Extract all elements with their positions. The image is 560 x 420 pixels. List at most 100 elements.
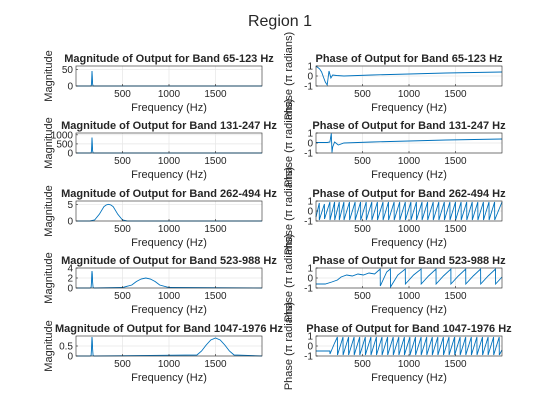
band3-magnitude-ytick-label-1: 5 bbox=[67, 200, 73, 211]
band1-phase-series-line bbox=[315, 66, 503, 87]
band5-magnitude-xlabel: Frequency (Hz) bbox=[131, 372, 207, 384]
band1-phase-ylabel: Phase (π radians) bbox=[283, 32, 295, 120]
band4-phase-ytick-label-1: 0 bbox=[307, 274, 313, 285]
band2-magnitude-ytick-label-1: 500 bbox=[56, 139, 73, 150]
band3-magnitude-xtick-label-1: 1000 bbox=[158, 224, 181, 235]
band5-magnitude-xtick-label-2: 1500 bbox=[204, 359, 227, 370]
band4-phase-xtick-label-0: 500 bbox=[354, 291, 371, 302]
band4-phase-xlabel: Frequency (Hz) bbox=[371, 304, 447, 316]
band3-magnitude-xtick-label-2: 1500 bbox=[204, 224, 227, 235]
band4-phase-xtick-label-1: 1000 bbox=[398, 291, 421, 302]
band1-magnitude-xlabel: Frequency (Hz) bbox=[131, 102, 207, 114]
band1-phase-xtick-label-1: 1000 bbox=[398, 89, 421, 100]
band5-phase-xlabel: Frequency (Hz) bbox=[371, 372, 447, 384]
band1-magnitude-ylabel: Magnitude bbox=[43, 50, 55, 101]
band5-phase-ylabel: Phase (π radians) bbox=[283, 302, 295, 390]
band5-magnitude-ylabel: Magnitude bbox=[43, 320, 55, 371]
band5-phase-ytick-label-1: 0 bbox=[307, 342, 313, 353]
band2-magnitude-xtick-label-2: 1500 bbox=[204, 156, 227, 167]
band4-phase-ytick-label-2: 1 bbox=[307, 264, 313, 275]
band5-magnitude-ytick-label-1: 0.5 bbox=[59, 342, 73, 353]
band1-phase-xtick-label-2: 1500 bbox=[444, 89, 467, 100]
band5-magnitude-xtick-label-1: 1000 bbox=[158, 359, 181, 370]
band3-magnitude-ytick-label-0: 0 bbox=[67, 217, 73, 228]
band4-phase-ylabel: Phase (π radians) bbox=[283, 234, 295, 322]
band5-phase-ytick-label-2: 1 bbox=[307, 332, 313, 343]
band3-phase-ytick-label-0: -1 bbox=[304, 217, 313, 228]
band5-phase-title: Phase of Output for Band 1047-1976 Hz bbox=[306, 323, 512, 335]
band1-magnitude-xtick-label-0: 500 bbox=[114, 89, 131, 100]
band5-phase-xtick-label-0: 500 bbox=[354, 359, 371, 370]
band4-phase-title: Phase of Output for Band 523-988 Hz bbox=[312, 255, 506, 267]
band2-phase-ytick-label-2: 1 bbox=[307, 129, 313, 140]
band2-phase-ylabel: Phase (π radians) bbox=[283, 99, 295, 187]
band2-phase-xlabel: Frequency (Hz) bbox=[371, 169, 447, 181]
band5-phase-xtick-label-2: 1500 bbox=[444, 359, 467, 370]
band2-magnitude-title: Magnitude of Output for Band 131-247 Hz bbox=[61, 120, 277, 132]
band4-phase-xtick-label-2: 1500 bbox=[444, 291, 467, 302]
band5-magnitude-chart: 500 1000 1500 00.5 Magnitude of Output for B… bbox=[43, 320, 283, 384]
band4-magnitude-ytick-label-2: 4 bbox=[67, 264, 73, 275]
band3-phase-ytick-label-2: 1 bbox=[307, 197, 313, 208]
band4-magnitude-xtick-label-1: 1000 bbox=[158, 291, 181, 302]
band1-magnitude-title: Magnitude of Output for Band 65-123 Hz bbox=[64, 53, 274, 65]
band3-phase-ylabel: Phase (π radians) bbox=[283, 167, 295, 255]
band3-phase-xtick-label-0: 500 bbox=[354, 224, 371, 235]
band1-magnitude-xtick-label-2: 1500 bbox=[204, 89, 227, 100]
band2-phase-series-line bbox=[316, 133, 503, 153]
band4-magnitude-ytick-label-0: 0 bbox=[67, 284, 73, 295]
band2-magnitude-ylabel: Magnitude bbox=[43, 117, 55, 168]
band4-magnitude-xtick-label-2: 1500 bbox=[204, 291, 227, 302]
band3-phase-series-line bbox=[315, 201, 503, 221]
band4-phase-ytick-label-0: -1 bbox=[304, 284, 313, 295]
band4-phase-series-line bbox=[316, 267, 503, 289]
band1-phase-ytick-label-0: -1 bbox=[304, 82, 313, 93]
band3-phase-ytick-label-1: 0 bbox=[307, 207, 313, 218]
band4-magnitude-xtick-label-0: 500 bbox=[114, 291, 131, 302]
band2-phase-ytick-label-0: -1 bbox=[304, 149, 313, 160]
band3-phase-xtick-label-2: 1500 bbox=[444, 224, 467, 235]
band3-phase-title: Phase of Output for Band 262-494 Hz bbox=[312, 188, 506, 200]
band5-magnitude-series-line bbox=[76, 336, 263, 357]
band5-phase-ytick-label-0: -1 bbox=[304, 352, 313, 363]
band2-phase-xtick-label-2: 1500 bbox=[444, 156, 467, 167]
band3-magnitude-xtick-label-0: 500 bbox=[114, 224, 131, 235]
band4-magnitude-title: Magnitude of Output for Band 523-988 Hz bbox=[61, 255, 277, 267]
band2-magnitude-xlabel: Frequency (Hz) bbox=[131, 169, 207, 181]
band1-magnitude-xtick-label-1: 1000 bbox=[158, 89, 181, 100]
band2-phase-ytick-label-1: 0 bbox=[307, 139, 313, 150]
band2-magnitude-xtick-label-0: 500 bbox=[114, 156, 131, 167]
band2-magnitude-ytick-label-0: 0 bbox=[67, 149, 73, 160]
band2-magnitude-xtick-label-1: 1000 bbox=[158, 156, 181, 167]
band1-magnitude-ytick-label-0: 0 bbox=[67, 82, 73, 93]
figure-title: Region 1 bbox=[248, 13, 312, 30]
band1-phase-ytick-label-1: 0 bbox=[307, 72, 313, 83]
band3-magnitude-title: Magnitude of Output for Band 262-494 Hz bbox=[61, 188, 277, 200]
band5-phase-series-line bbox=[316, 336, 503, 356]
band1-phase-title: Phase of Output for Band 65-123 Hz bbox=[315, 53, 503, 65]
band5-magnitude-xtick-label-0: 500 bbox=[114, 359, 131, 370]
band1-phase-xtick-label-0: 500 bbox=[354, 89, 371, 100]
band2-phase-title: Phase of Output for Band 131-247 Hz bbox=[312, 120, 506, 132]
band3-phase-xlabel: Frequency (Hz) bbox=[371, 237, 447, 249]
band2-phase-xtick-label-0: 500 bbox=[354, 156, 371, 167]
band3-magnitude-xlabel: Frequency (Hz) bbox=[131, 237, 207, 249]
band2-phase-xtick-label-1: 1000 bbox=[398, 156, 421, 167]
band4-magnitude-ytick-label-1: 2 bbox=[67, 274, 73, 285]
band3-magnitude-ylabel: Magnitude bbox=[43, 185, 55, 236]
band5-magnitude-ytick-label-0: 0 bbox=[67, 352, 73, 363]
band1-phase-xlabel: Frequency (Hz) bbox=[371, 102, 447, 114]
band2-magnitude-ytick-label-2: 1000 bbox=[51, 130, 74, 141]
band5-magnitude-title: Magnitude of Output for Band 1047-1976 H… bbox=[55, 323, 283, 335]
